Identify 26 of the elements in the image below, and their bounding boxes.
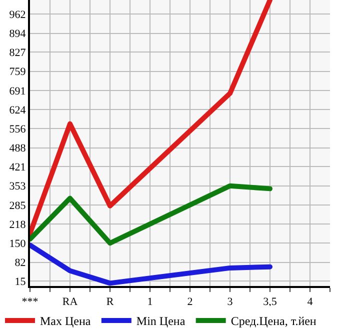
y-tick-label: 82 <box>14 257 26 270</box>
y-tick-label: 218 <box>9 218 26 231</box>
y-tick-label: 556 <box>9 123 26 136</box>
y-tick-label: 894 <box>9 28 26 40</box>
legend-label: Max Цена <box>40 314 92 328</box>
y-tick-label: 353 <box>9 180 26 193</box>
y-tick-label: 624 <box>9 104 26 116</box>
y-tick-label: 691 <box>9 85 26 98</box>
x-tick-label: R <box>106 296 114 308</box>
y-tick-label: 962 <box>9 8 26 21</box>
y-tick-label: 150 <box>9 238 26 250</box>
x-tick-label: 2 <box>187 296 193 308</box>
y-tick-label: 285 <box>9 200 26 212</box>
y-tick-label: 759 <box>9 66 26 78</box>
y-tick-label: 827 <box>9 47 26 60</box>
legend-label: Сред.Цена, т.йен <box>230 314 317 328</box>
x-tick-label: 4 <box>307 296 314 308</box>
legend-label: Min Цена <box>136 314 186 328</box>
x-tick-label: 3 <box>227 296 234 308</box>
y-tick-label: 15 <box>14 276 26 288</box>
x-tick-label: 3,5 <box>263 296 278 308</box>
x-tick-label: *** <box>22 296 38 308</box>
x-tick-label: RA <box>62 296 78 308</box>
y-tick-label: 488 <box>9 142 26 155</box>
y-tick-label: 421 <box>9 162 26 174</box>
x-tick-label: 1 <box>147 296 153 308</box>
